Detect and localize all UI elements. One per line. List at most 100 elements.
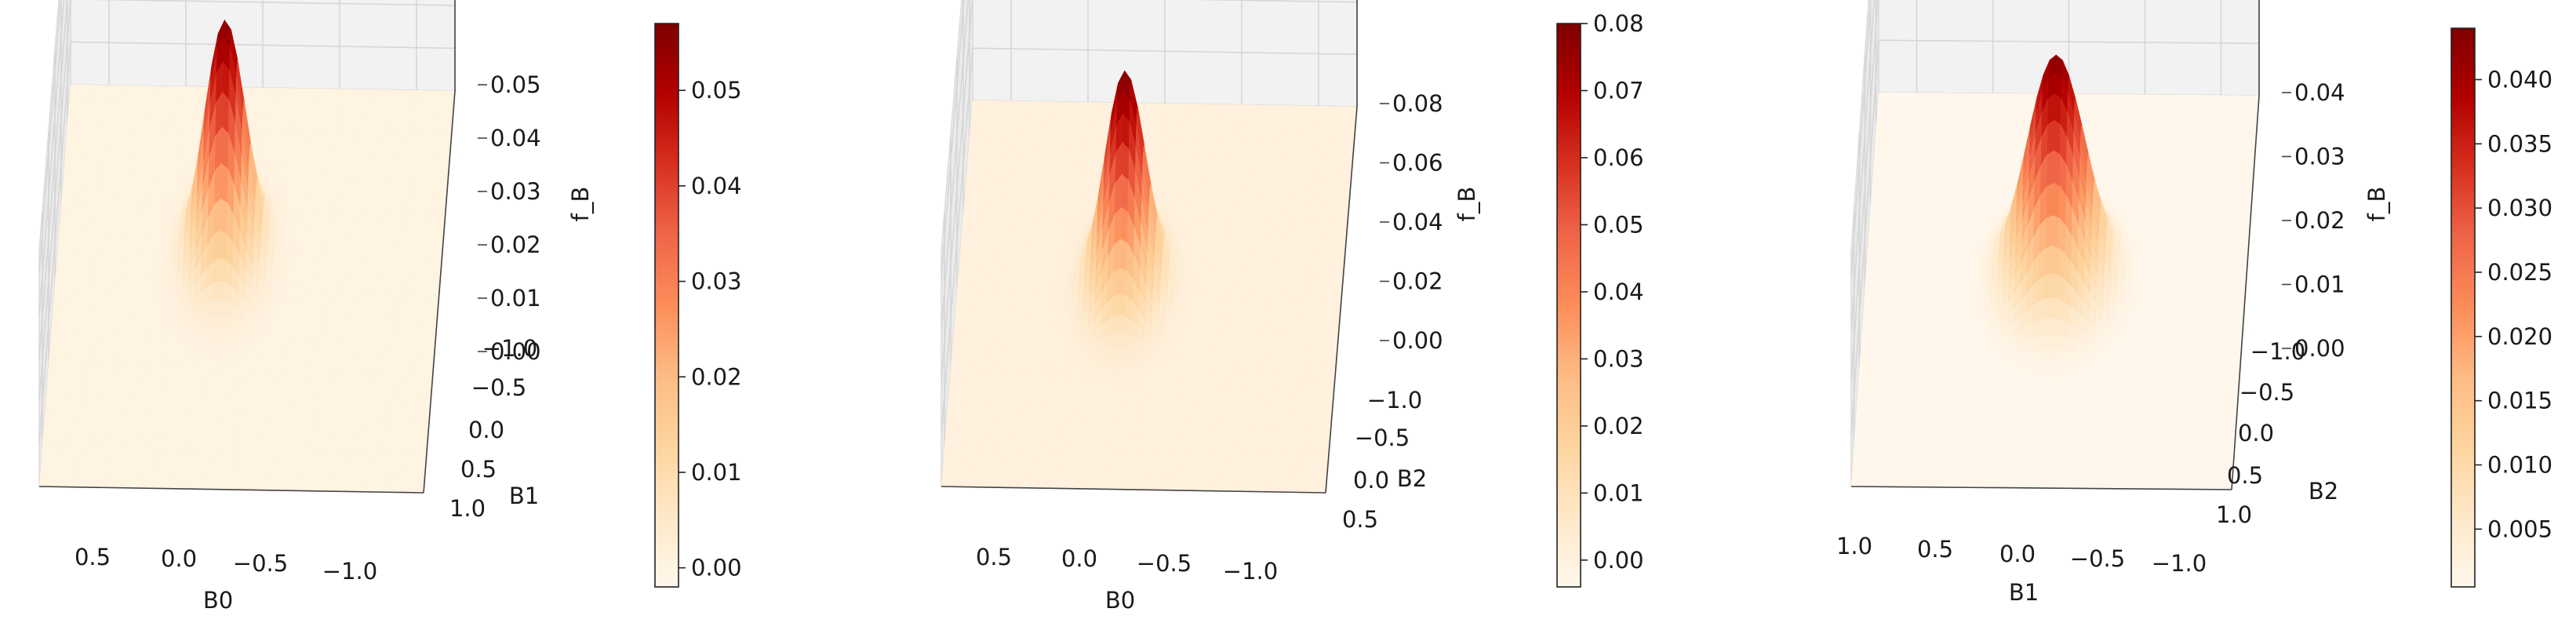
surface-facet <box>216 421 224 430</box>
surface-facet <box>148 307 157 315</box>
surface-facet <box>309 215 318 224</box>
surface-facet <box>413 284 421 292</box>
surface-facet <box>118 192 127 200</box>
surface-facet <box>411 311 419 319</box>
surface-facet <box>179 408 187 416</box>
surface-facet <box>307 155 316 163</box>
surface-facet <box>1180 218 1188 227</box>
surface-facet <box>1291 111 1300 119</box>
surface-facet <box>388 351 397 359</box>
surface-facet <box>1079 204 1086 212</box>
surface-facet <box>419 210 427 219</box>
surface-facet <box>1188 206 1195 214</box>
surface-facet <box>1275 234 1283 242</box>
surface-facet <box>278 286 286 296</box>
surface-facet <box>1283 144 1290 151</box>
surface-facet <box>139 427 147 435</box>
surface-facet <box>365 162 373 171</box>
surface-facet <box>187 461 196 469</box>
surface-facet <box>362 438 371 446</box>
surface-facet <box>74 111 82 119</box>
surface-facet <box>226 381 234 390</box>
surface-facet <box>400 364 409 373</box>
surface-facet <box>253 435 262 444</box>
surface-facet <box>1321 215 1330 223</box>
surface-facet <box>129 467 137 476</box>
surface-facet <box>118 454 126 461</box>
surface-facet <box>1329 118 1337 126</box>
surface-facet <box>271 121 280 129</box>
surface-facet <box>254 348 262 356</box>
surface-facet <box>329 135 337 144</box>
surface-facet <box>130 373 139 381</box>
surface-facet <box>70 158 78 166</box>
surface-facet <box>150 447 158 456</box>
surface-facet <box>128 406 136 415</box>
surface-facet <box>1095 153 1104 161</box>
surface-facet <box>1058 217 1067 225</box>
surface-facet <box>278 369 286 377</box>
surface-facet <box>155 306 163 315</box>
surface-facet <box>247 355 256 363</box>
surface-facet <box>320 322 329 331</box>
surface-facet <box>77 319 85 327</box>
surface-facet <box>293 101 301 109</box>
surface-facet <box>309 383 318 391</box>
surface-facet <box>395 96 404 104</box>
surface-facet <box>373 391 381 399</box>
surface-facet <box>404 398 413 406</box>
surface-facet <box>312 262 320 271</box>
surface-facet <box>52 305 60 313</box>
surface-facet <box>291 289 299 297</box>
surface-facet <box>1336 196 1344 204</box>
surface-facet <box>1002 197 1010 205</box>
surface-facet <box>391 324 399 332</box>
surface-facet <box>1224 226 1232 234</box>
surface-facet <box>56 419 64 427</box>
surface-facet <box>333 242 341 251</box>
surface-facet <box>410 157 418 165</box>
surface-facet <box>366 478 374 486</box>
surface-facet <box>284 295 292 304</box>
surface-facet <box>1045 146 1053 154</box>
surface-facet <box>313 88 321 97</box>
surface-facet <box>375 116 383 124</box>
surface-facet <box>1200 129 1208 137</box>
surface-facet <box>90 473 99 482</box>
surface-facet <box>139 340 147 348</box>
surface-facet <box>286 423 295 431</box>
surface-facet <box>71 392 79 401</box>
surface-facet <box>1027 210 1035 218</box>
surface-facet <box>1086 191 1094 199</box>
surface-facet <box>1012 158 1020 166</box>
surface-facet <box>196 353 204 362</box>
surface-facet <box>296 228 304 236</box>
surface-facet <box>128 480 136 489</box>
surface-facet <box>144 118 152 127</box>
surface-facet <box>95 413 104 421</box>
surface-facet <box>286 436 294 444</box>
surface-facet <box>317 450 325 458</box>
surface-facet <box>1341 138 1348 146</box>
surface-facet <box>395 271 403 279</box>
surface-facet <box>108 406 117 414</box>
surface-facet <box>371 323 380 332</box>
surface-facet <box>313 249 322 257</box>
surface-facet <box>402 89 411 97</box>
surface-facet <box>152 421 161 428</box>
surface-facet <box>155 394 162 402</box>
surface-facet <box>1010 171 1019 179</box>
surface-facet <box>258 456 267 464</box>
surface-facet <box>1169 199 1177 207</box>
surface-facet <box>107 266 115 274</box>
surface-facet <box>1031 236 1039 244</box>
surface-facet <box>425 123 434 132</box>
surface-facet <box>183 354 191 362</box>
surface-facet <box>49 345 57 353</box>
surface-facet <box>1241 181 1249 189</box>
surface-facet <box>1027 133 1035 140</box>
surface-facet <box>82 245 91 253</box>
surface-facet <box>971 184 980 191</box>
surface-facet <box>242 422 250 430</box>
surface-facet <box>77 399 86 407</box>
